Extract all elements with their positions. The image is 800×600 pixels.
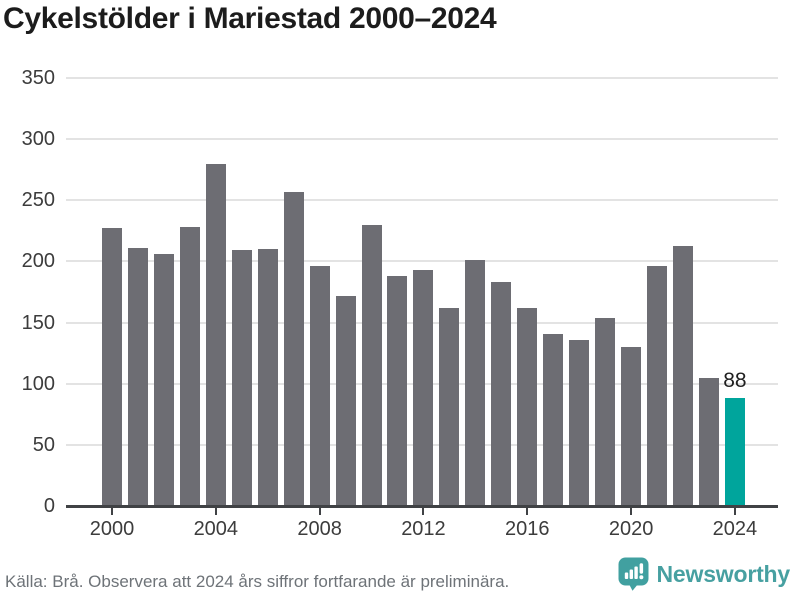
- x-axis-line: [66, 505, 778, 508]
- y-axis-label-350: 350: [21, 67, 55, 89]
- bar-2001: [127, 247, 148, 506]
- y-axis-label-200: 200: [21, 250, 55, 273]
- source-note: Källa: Brå. Observera att 2024 års siffr…: [5, 572, 510, 591]
- x-axis-label-2000: 2000: [89, 518, 135, 540]
- y-axis-label-150: 150: [21, 311, 55, 334]
- bar-2008: [309, 266, 330, 506]
- x-tick-2012: [422, 508, 425, 515]
- x-tick-2016: [526, 508, 529, 515]
- bar-2009: [335, 295, 356, 506]
- x-tick-2008: [318, 508, 321, 515]
- bar-2014: [465, 260, 486, 506]
- bar-2017: [543, 333, 564, 506]
- bar-2019: [595, 317, 616, 506]
- gridline-200: [66, 260, 778, 263]
- bar-2022: [672, 245, 693, 506]
- value-label-2024: 88: [723, 369, 747, 393]
- chart-title: Cykelstölder i Mariestad 2000–2024: [3, 2, 497, 35]
- bar-2012: [413, 269, 434, 506]
- bar-2007: [283, 191, 304, 506]
- gridline-300: [66, 138, 778, 141]
- bar-2016: [517, 307, 538, 506]
- bar-2020: [621, 347, 642, 506]
- bar-2006: [257, 249, 278, 506]
- x-axis-label-2016: 2016: [505, 518, 550, 540]
- y-axis-label-300: 300: [21, 128, 55, 151]
- bar-2015: [491, 282, 512, 506]
- bar-2005: [231, 250, 252, 506]
- bar-2013: [439, 307, 460, 506]
- x-axis-label-2024: 2024: [712, 518, 758, 540]
- bar-2024: [724, 398, 745, 506]
- x-tick-2000: [111, 508, 113, 515]
- gridline-350: [66, 77, 778, 79]
- x-tick-2004: [214, 508, 217, 515]
- bar-2011: [387, 276, 408, 506]
- bar-2010: [361, 224, 382, 506]
- bar-2023: [698, 377, 719, 506]
- y-axis-label-250: 250: [21, 189, 55, 212]
- y-axis-label-0: 0: [43, 495, 55, 517]
- gridline-250: [66, 199, 778, 202]
- x-tick-2024: [733, 508, 736, 515]
- y-axis-label-100: 100: [21, 372, 55, 395]
- bar-2021: [647, 266, 668, 506]
- bar-2003: [179, 227, 200, 506]
- y-axis-label-50: 50: [32, 433, 55, 456]
- x-axis-label-2020: 2020: [608, 518, 654, 540]
- bar-2000: [102, 228, 122, 506]
- x-axis-label-2004: 2004: [193, 518, 239, 540]
- newsworthy-logo: Newsworthy: [618, 557, 790, 591]
- newsworthy-speech-bubble-bar-chart-icon: [618, 557, 649, 591]
- bar-2002: [153, 254, 174, 506]
- newsworthy-logo-text: Newsworthy: [656, 560, 791, 587]
- bar-2004: [205, 163, 226, 506]
- bar-2018: [569, 339, 590, 506]
- x-axis-label-2012: 2012: [401, 518, 446, 540]
- x-tick-2020: [630, 508, 633, 515]
- x-axis-label-2008: 2008: [297, 518, 342, 540]
